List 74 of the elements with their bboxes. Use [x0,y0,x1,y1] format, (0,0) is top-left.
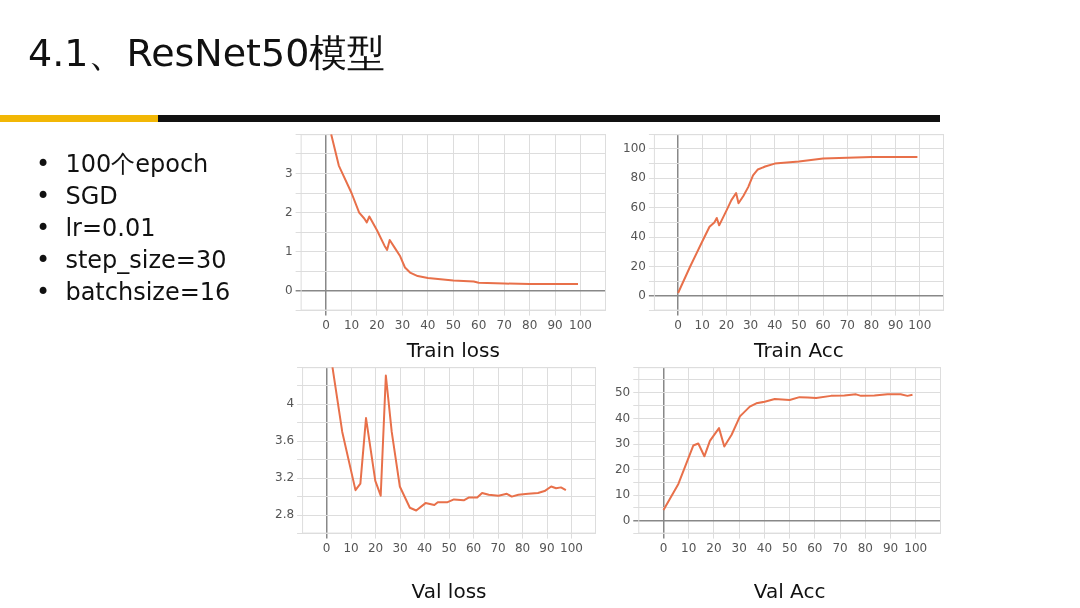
x-tick-label: 70 [832,540,848,555]
x-tick-label: 90 [882,540,899,555]
text: • batchsize=16 [36,277,231,308]
x-tick-label: 10 [694,317,710,332]
x-tick-label: 90 [539,540,555,555]
y-tick-label: 3.6 [274,433,295,448]
text: • lr=0.01 [36,213,157,244]
x-tick-label: 0 [674,317,682,332]
x-tick-label: 80 [857,540,873,555]
x-tick-label: 40 [416,540,433,555]
x-tick-label: 60 [815,317,831,332]
y-tick-label: 40 [614,410,631,425]
x-tick-label: 70 [496,317,512,332]
x-tick-label: 60 [471,317,487,332]
x-tick-label: 80 [514,540,531,555]
y-tick-label: 0 [638,288,646,303]
y-tick-label: 20 [630,258,646,273]
y-tick-label: 50 [614,384,631,399]
x-axis-title: Train loss [405,338,500,363]
y-tick-label: 40 [630,229,646,244]
x-tick-label: 50 [781,540,798,555]
x-axis-title: Val Acc [753,579,826,604]
y-tick-label: 60 [630,199,646,214]
x-axis-title: Train Acc [753,338,844,363]
y-tick-label: 30 [614,436,631,451]
x-tick-label: 100 [908,317,932,332]
x-tick-label: 80 [863,317,880,332]
y-tick-label: 3.2 [274,470,295,485]
text: 4.1、ResNet50模型 [28,30,386,77]
x-tick-label: 0 [659,540,668,555]
y-tick-label: 100 [623,141,646,156]
x-tick-label: 40 [767,317,783,332]
y-tick-label: 4 [286,396,295,411]
y-tick-label: 10 [614,487,631,502]
x-tick-label: 20 [369,317,385,332]
x-tick-label: 20 [706,540,722,555]
x-tick-label: 100 [569,317,593,332]
x-tick-label: 0 [322,317,330,332]
x-axis-title: Val loss [411,579,487,604]
y-tick-label: 2 [284,204,293,219]
x-tick-label: 10 [681,540,697,555]
x-tick-label: 20 [367,540,384,555]
x-tick-label: 90 [547,317,563,332]
x-tick-label: 70 [839,317,855,332]
x-tick-label: 50 [441,540,457,555]
y-tick-label: 0 [284,283,293,298]
x-tick-label: 50 [445,317,461,332]
x-tick-label: 90 [888,317,904,332]
y-tick-label: 3 [284,165,293,180]
text: • 100个epoch [36,149,210,180]
x-tick-label: 10 [343,540,359,555]
x-tick-label: 30 [742,317,759,332]
text: • SGD [36,181,119,212]
x-tick-label: 50 [791,317,807,332]
y-tick-label: 0 [622,512,631,527]
x-tick-label: 60 [807,540,823,555]
x-tick-label: 40 [420,317,436,332]
x-tick-label: 100 [560,540,583,555]
x-tick-label: 30 [392,540,408,555]
x-tick-label: 10 [343,317,360,332]
x-tick-label: 30 [731,540,747,555]
y-tick-label: 80 [630,170,646,185]
x-tick-label: 0 [322,540,331,555]
x-tick-label: 80 [522,317,538,332]
x-tick-label: 40 [756,540,773,555]
x-tick-label: 30 [394,317,411,332]
y-tick-label: 2.8 [274,507,295,522]
y-tick-label: 20 [614,461,631,476]
text: • step_size=30 [36,245,228,276]
y-tick-label: 1 [284,243,293,258]
x-tick-label: 100 [904,540,928,555]
x-tick-label: 20 [718,317,735,332]
x-tick-label: 70 [490,540,506,555]
x-tick-label: 60 [465,540,482,555]
